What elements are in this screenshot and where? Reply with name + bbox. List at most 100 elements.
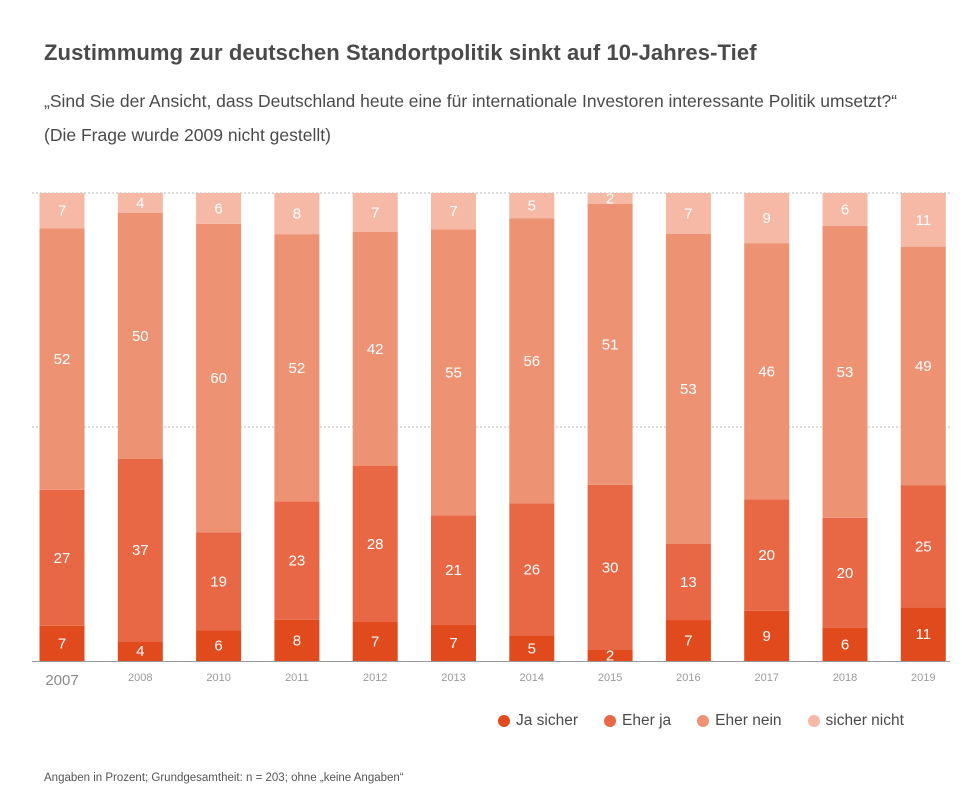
legend-item-sicher-nicht: sicher nicht (807, 712, 904, 730)
data-label: 26 (523, 561, 540, 578)
data-label: 52 (54, 351, 71, 368)
data-label: 5 (528, 640, 536, 657)
bar-segment (900, 246, 946, 486)
data-label: 49 (915, 358, 932, 375)
legend-item-eher-ja: Eher ja (604, 712, 671, 730)
legend-swatch-eher-nein (697, 715, 710, 727)
bar-segment (274, 501, 320, 620)
data-label: 7 (684, 205, 692, 222)
data-label: 7 (684, 633, 692, 650)
bar-segment (744, 499, 790, 611)
data-label: 13 (680, 574, 697, 591)
data-label: 25 (915, 538, 932, 555)
bar-segment (900, 485, 946, 608)
data-label: 9 (763, 628, 771, 645)
data-label: 5 (528, 198, 536, 215)
legend-swatch-ja-sicher (498, 715, 510, 727)
data-label: 7 (371, 205, 379, 222)
data-label: 7 (58, 635, 66, 652)
data-label: 28 (367, 536, 384, 553)
bar-segment (665, 544, 711, 621)
data-label: 4 (136, 643, 144, 660)
x-tick-label: 2011 (285, 672, 309, 684)
bar-segment (39, 193, 85, 229)
bar-segment (117, 212, 163, 460)
data-label: 53 (837, 364, 854, 381)
data-label: 6 (214, 200, 222, 217)
data-label: 55 (445, 364, 462, 381)
legend-label-sicher-nicht: sicher nicht (825, 712, 904, 729)
legend-swatch-sicher-nicht (807, 715, 820, 727)
data-label: 42 (367, 341, 384, 358)
data-label: 37 (132, 542, 149, 559)
data-label: 2 (606, 647, 614, 664)
data-label: 27 (54, 550, 71, 567)
bar-segment (822, 226, 868, 518)
bar-segment (196, 223, 242, 533)
bar-segment (274, 193, 320, 235)
legend-label-eher-ja: Eher ja (622, 712, 672, 729)
data-label: 21 (445, 562, 462, 579)
x-tick-label: 2014 (520, 672, 544, 684)
data-label: 4 (136, 195, 144, 212)
bar-segment (117, 193, 163, 213)
bar-segment (509, 503, 555, 636)
bar-segment (587, 484, 633, 650)
bar-segment (39, 625, 85, 661)
data-label: 46 (758, 363, 775, 380)
data-label: 2 (606, 191, 614, 208)
bar-segment (274, 234, 320, 502)
legend-item-eher-nein: Eher nein (697, 712, 782, 730)
data-label: 52 (289, 360, 306, 377)
data-label: 6 (841, 636, 849, 653)
data-label: 11 (916, 212, 932, 229)
bar-segment (39, 489, 85, 626)
bar-segment (587, 204, 633, 485)
bar-segment (509, 218, 555, 504)
bar-segment (509, 635, 555, 661)
bar-segment (665, 193, 711, 234)
data-label: 8 (293, 206, 301, 223)
data-label: 20 (758, 547, 775, 564)
data-label: 7 (449, 203, 457, 220)
bar-segment (431, 229, 476, 516)
data-label: 11 (916, 626, 932, 643)
bar-segment (196, 193, 242, 224)
bar-segment (431, 193, 476, 230)
legend-swatch-eher-ja (604, 715, 617, 727)
footnote: Angaben in Prozent; Grundgesamtheit: n =… (44, 772, 404, 784)
bar-segment (665, 620, 711, 661)
data-label: 7 (371, 634, 379, 651)
legend-item-ja-sicher: Ja sicher (498, 712, 578, 730)
bar-segment (352, 622, 398, 661)
bar-segment (587, 193, 633, 205)
bar-segment (352, 232, 398, 466)
bar-segment (900, 607, 946, 661)
stacked-bar-chart: 7275272007437504200861960620108235282011… (32, 191, 950, 689)
x-tick-label: 2013 (441, 672, 465, 684)
x-tick-label: 2017 (754, 672, 778, 684)
bar-segment (196, 532, 242, 631)
data-label: 50 (132, 328, 149, 345)
data-label: 19 (210, 573, 227, 590)
bar-segment (39, 228, 85, 490)
bar-segment (665, 233, 711, 544)
chart-title: Zustimmumg zur deutschen Standortpolitik… (44, 40, 757, 65)
bar-segment (900, 193, 946, 247)
bar-segment (744, 193, 790, 244)
x-tick-label: 2019 (911, 672, 935, 684)
data-label: 8 (293, 632, 301, 649)
x-tick-label: 2010 (206, 672, 230, 684)
bar-segment (822, 193, 868, 227)
bar-segment (352, 193, 398, 232)
data-label: 60 (210, 370, 227, 387)
chart-subtitle: „Sind Sie der Ansicht, dass Deutschland … (44, 91, 898, 145)
x-tick-label: 2007 (45, 672, 78, 689)
bar-segment (431, 624, 476, 661)
bar-segment (117, 459, 163, 642)
data-label: 56 (523, 353, 540, 370)
data-label: 6 (214, 638, 222, 655)
data-label: 51 (602, 336, 619, 353)
bar-segment (822, 517, 868, 628)
legend-label-ja-sicher: Ja sicher (516, 712, 579, 729)
